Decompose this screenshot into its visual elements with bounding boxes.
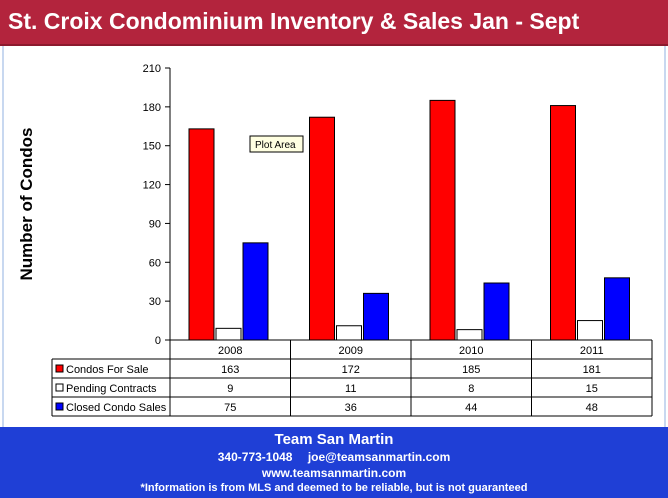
- data-label: 15: [586, 383, 598, 395]
- x-tick-label: 2009: [339, 345, 363, 357]
- y-tick-label: 180: [143, 102, 161, 114]
- legend-label: Closed Condo Sales: [66, 402, 167, 414]
- bar: [483, 282, 510, 341]
- chart-svg: Number of Condos 0 30 60 90 120 150 180 210 Plot …: [2, 46, 666, 427]
- bar: [550, 105, 576, 341]
- data-label: 181: [583, 364, 601, 376]
- y-tick-label: 30: [149, 296, 161, 308]
- legend-label: Condos For Sale: [66, 364, 149, 376]
- legend-swatch: [55, 402, 64, 411]
- bar: [215, 327, 242, 341]
- data-label: 11: [345, 383, 356, 395]
- bar: [456, 329, 483, 341]
- x-tick-label: 2011: [580, 345, 604, 357]
- y-tick-label: 120: [143, 180, 161, 192]
- footer-email[interactable]: joe@teamsanmartin.com: [307, 450, 451, 464]
- bar: [309, 116, 335, 341]
- footer-team-name: Team San Martin: [274, 431, 394, 448]
- footer-phone: 340-773-1048: [217, 450, 293, 464]
- bar: [336, 325, 362, 341]
- legend-swatch: [55, 364, 64, 373]
- y-tick-label: 210: [143, 63, 161, 75]
- data-label: 44: [465, 402, 477, 414]
- data-label: 185: [462, 364, 480, 376]
- plot-area-tooltip: [249, 135, 304, 153]
- bar: [363, 292, 389, 341]
- title-bar: St. Croix Condominium Inventory & Sales …: [0, 0, 668, 46]
- data-label: 75: [224, 402, 236, 414]
- y-tick-label: 150: [143, 141, 161, 153]
- bar: [429, 99, 456, 341]
- data-label: 36: [345, 402, 357, 414]
- legend-label: Pending Contracts: [66, 383, 157, 395]
- tooltip-label: Plot Area: [255, 140, 296, 151]
- data-label: 8: [468, 383, 474, 395]
- y-tick-label: 0: [155, 335, 161, 347]
- y-axis-title: Number of Condos: [17, 128, 36, 281]
- footer-contact: 340-773-1048 joe@teamsanmartin.com: [0, 450, 668, 464]
- bar: [188, 128, 215, 341]
- y-tick-label: 60: [149, 257, 161, 269]
- chart-title: St. Croix Condominium Inventory & Sales …: [8, 8, 580, 34]
- data-label: 9: [227, 383, 233, 395]
- chart-area: Number of Condos 0 30 60 90 120 150 180 210 Plot …: [0, 46, 668, 427]
- y-tick-label: 90: [149, 218, 161, 230]
- data-label: 163: [221, 364, 239, 376]
- data-label: 172: [342, 364, 360, 376]
- x-tick-label: 2010: [459, 345, 483, 357]
- legend-swatch: [55, 383, 64, 392]
- bar: [242, 242, 269, 341]
- bar: [604, 277, 630, 341]
- footer: Team San Martin 340-773-1048 joe@teamsan…: [0, 427, 668, 498]
- x-tick-label: 2008: [218, 345, 242, 357]
- footer-website[interactable]: www.teamsanmartin.com: [261, 466, 407, 480]
- footer-disclaimer: *Information is from MLS and deemed to b…: [140, 482, 528, 494]
- bar: [577, 320, 603, 341]
- data-label: 48: [586, 402, 598, 414]
